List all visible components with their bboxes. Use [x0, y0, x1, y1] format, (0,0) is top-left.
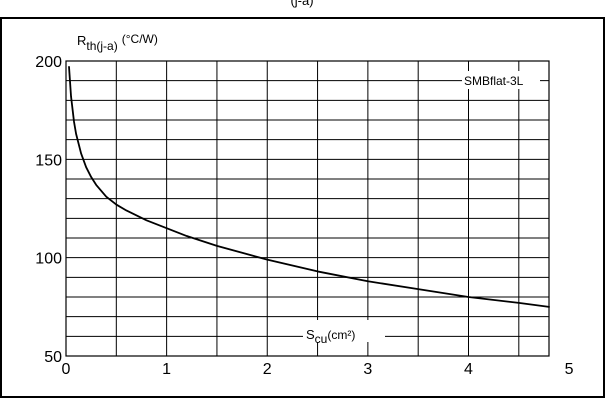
tick-labels: 0 1 2 3 4 5 50 100 150 200 — [35, 54, 573, 378]
y-tick-label: 50 — [44, 349, 62, 366]
plot-area — [65, 60, 550, 357]
y-tick-label: 150 — [35, 152, 62, 169]
x-axis-label: Scu(cm²) — [306, 327, 355, 346]
x-tick-label: 2 — [263, 361, 272, 378]
series-layer — [68, 66, 550, 308]
legend-label: SMBflat-3L — [464, 74, 524, 88]
y-axis-label: Rth(j-a) (°C/W) — [77, 32, 158, 53]
legend-background — [462, 71, 540, 89]
y-tick-label: 100 — [35, 251, 62, 268]
x-axis-label-unit: (cm²) — [327, 328, 355, 342]
y-axis-label-unit: (°C/W) — [122, 32, 158, 46]
x-tick-label: 0 — [62, 361, 71, 378]
series-line — [68, 66, 550, 308]
x-tick-label: 3 — [363, 361, 372, 378]
x-tick-label: 4 — [464, 361, 473, 378]
x-tick-label: 1 — [162, 361, 171, 378]
y-tick-label: 200 — [35, 54, 62, 71]
x-axis-label-background — [303, 320, 385, 342]
x-axis-label-subscript: cu — [315, 332, 328, 346]
y-axis-label-subscript: th(j-a) — [86, 39, 117, 53]
y-axis-label-main: R — [77, 33, 86, 48]
header-fragment: (j-a) — [290, 0, 313, 8]
x-axis-label-main: S — [306, 327, 315, 342]
x-tick-label: 5 — [565, 361, 574, 378]
